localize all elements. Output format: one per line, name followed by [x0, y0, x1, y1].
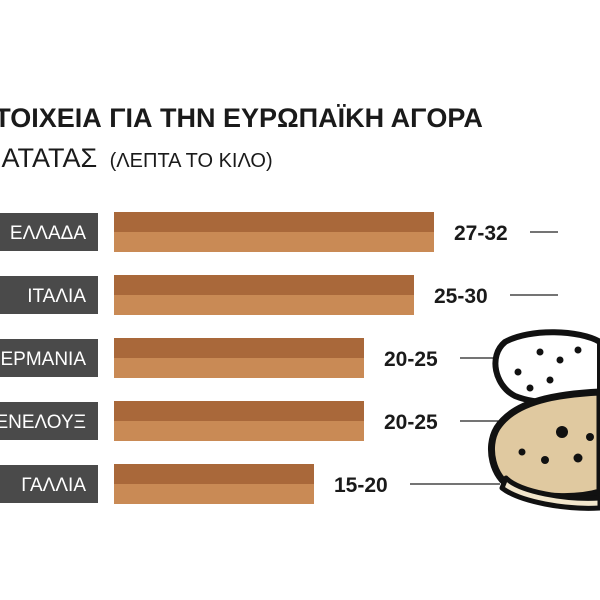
bar-bottom: [114, 232, 434, 252]
bar-row: ΙΤΑΛΙΑ 25-30: [0, 275, 558, 315]
bar-top: [114, 338, 364, 358]
chart-title: ΣΤΟΙΧΕΙΑ ΓΙΑ ΤΗΝ ΕΥΡΩΠΑΪΚΗ ΑΓΟΡΑ: [0, 103, 483, 133]
category-label: ΜΠΕΝΕΛΟΥΞ: [0, 412, 86, 433]
bar-bottom: [114, 484, 314, 504]
bar-bottom: [114, 358, 364, 378]
value-label: 20-25: [384, 411, 438, 434]
subtitle-unit: (ΛΕΠΤΑ ΤΟ ΚΙΛΟ): [110, 150, 273, 172]
category-label: ΓΑΛΛΙΑ: [21, 475, 86, 496]
bar-top: [114, 401, 364, 421]
bar-row: ΕΛΛΑΔΑ 27-32: [0, 212, 558, 252]
potato-icon: [487, 329, 600, 511]
bar-top: [114, 275, 414, 295]
bar-row: ΓΕΡΜΑΝΙΑ 20-25: [0, 338, 500, 378]
value-label: 15-20: [334, 474, 388, 497]
bar-bottom: [114, 421, 364, 441]
value-label: 20-25: [384, 348, 438, 371]
value-label: 25-30: [434, 285, 488, 308]
category-label-box: [0, 465, 98, 503]
value-label: 27-32: [454, 222, 508, 245]
chart-subtitle: ΠΑΤΑΤΑΣ (ΛΕΠΤΑ ΤΟ ΚΙΛΟ): [0, 143, 273, 173]
category-label-box: [0, 213, 98, 251]
category-label: ΙΤΑΛΙΑ: [27, 286, 86, 307]
bars-layer: ΕΛΛΑΔΑ27-32ΙΤΑΛΙΑ25-30ΓΕΡΜΑΝΙΑ20-25ΜΠΕΝΕ…: [0, 212, 558, 504]
category-label: ΓΕΡΜΑΝΙΑ: [0, 349, 86, 370]
bar-row: ΓΑΛΛΙΑ 15-20: [0, 464, 500, 504]
bar-top: [114, 212, 434, 232]
subtitle-main: ΠΑΤΑΤΑΣ: [0, 143, 97, 173]
category-label-box: [0, 276, 98, 314]
bar-top: [114, 464, 314, 484]
bar-row: ΜΠΕΝΕΛΟΥΞ 20-25: [0, 401, 500, 441]
category-label-box: [0, 339, 98, 377]
bar-bottom: [114, 295, 414, 315]
category-label-box: [0, 402, 98, 440]
category-label: ΕΛΛΑΔΑ: [10, 223, 86, 244]
